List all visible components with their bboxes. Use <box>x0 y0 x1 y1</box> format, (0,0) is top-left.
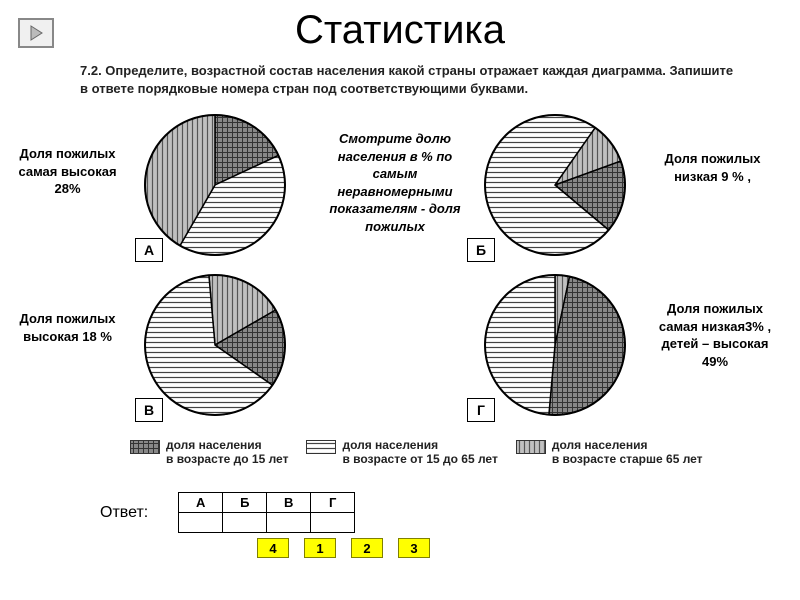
chart-g-letter: Г <box>467 398 495 422</box>
answer-cell-2 <box>267 513 311 533</box>
chart-g-label: Доля пожилых самая низкая3% , детей – вы… <box>650 300 780 370</box>
legend-text-0a: доля населения <box>166 438 262 452</box>
answer-table: А Б В Г <box>178 492 355 533</box>
answer-cell-0 <box>179 513 223 533</box>
legend-text-2a: доля населения <box>552 438 648 452</box>
answer-boxes: 4 1 2 3 <box>257 538 445 558</box>
answer-value-0: 4 <box>257 538 289 558</box>
legend-text-1b: в возрасте от 15 до 65 лет <box>342 452 497 466</box>
answer-header-1: Б <box>223 493 267 513</box>
legend-swatch-vert <box>516 440 546 454</box>
chart-v-label: Доля пожилых высокая 18 % <box>10 310 125 345</box>
answer-value-2: 2 <box>351 538 383 558</box>
chart-b-label: Доля пожилых низкая 9 % , <box>650 150 775 185</box>
legend-text-2b: в возрасте старше 65 лет <box>552 452 703 466</box>
answer-section: Ответ: А Б В Г <box>100 492 355 533</box>
center-hint: Смотрите долю населения в % по самым нер… <box>325 130 465 235</box>
legend-item-2: доля населенияв возрасте старше 65 лет <box>516 438 703 467</box>
answer-label: Ответ: <box>100 504 148 522</box>
page-title: Статистика <box>0 8 800 53</box>
answer-header-3: Г <box>311 493 355 513</box>
legend-text-1a: доля населения <box>342 438 438 452</box>
chart-b <box>480 110 630 265</box>
legend-item-0: доля населенияв возрасте до 15 лет <box>130 438 288 467</box>
legend-text-0b: в возрасте до 15 лет <box>166 452 288 466</box>
legend: доля населенияв возрасте до 15 лет доля … <box>130 438 740 467</box>
answer-header-0: А <box>179 493 223 513</box>
chart-a-label: Доля пожилых самая высокая 28% <box>10 145 125 198</box>
chart-v-letter: В <box>135 398 163 422</box>
chart-b-letter: Б <box>467 238 495 262</box>
chart-a-letter: А <box>135 238 163 262</box>
chart-g <box>480 270 630 425</box>
legend-swatch-horiz <box>306 440 336 454</box>
answer-cell-3 <box>311 513 355 533</box>
legend-item-1: доля населенияв возрасте от 15 до 65 лет <box>306 438 497 467</box>
legend-swatch-cross <box>130 440 160 454</box>
answer-value-3: 3 <box>398 538 430 558</box>
answer-cell-1 <box>223 513 267 533</box>
answer-header-2: В <box>267 493 311 513</box>
task-description: 7.2. Определите, возрастной состав насел… <box>80 62 740 98</box>
answer-value-1: 1 <box>304 538 336 558</box>
